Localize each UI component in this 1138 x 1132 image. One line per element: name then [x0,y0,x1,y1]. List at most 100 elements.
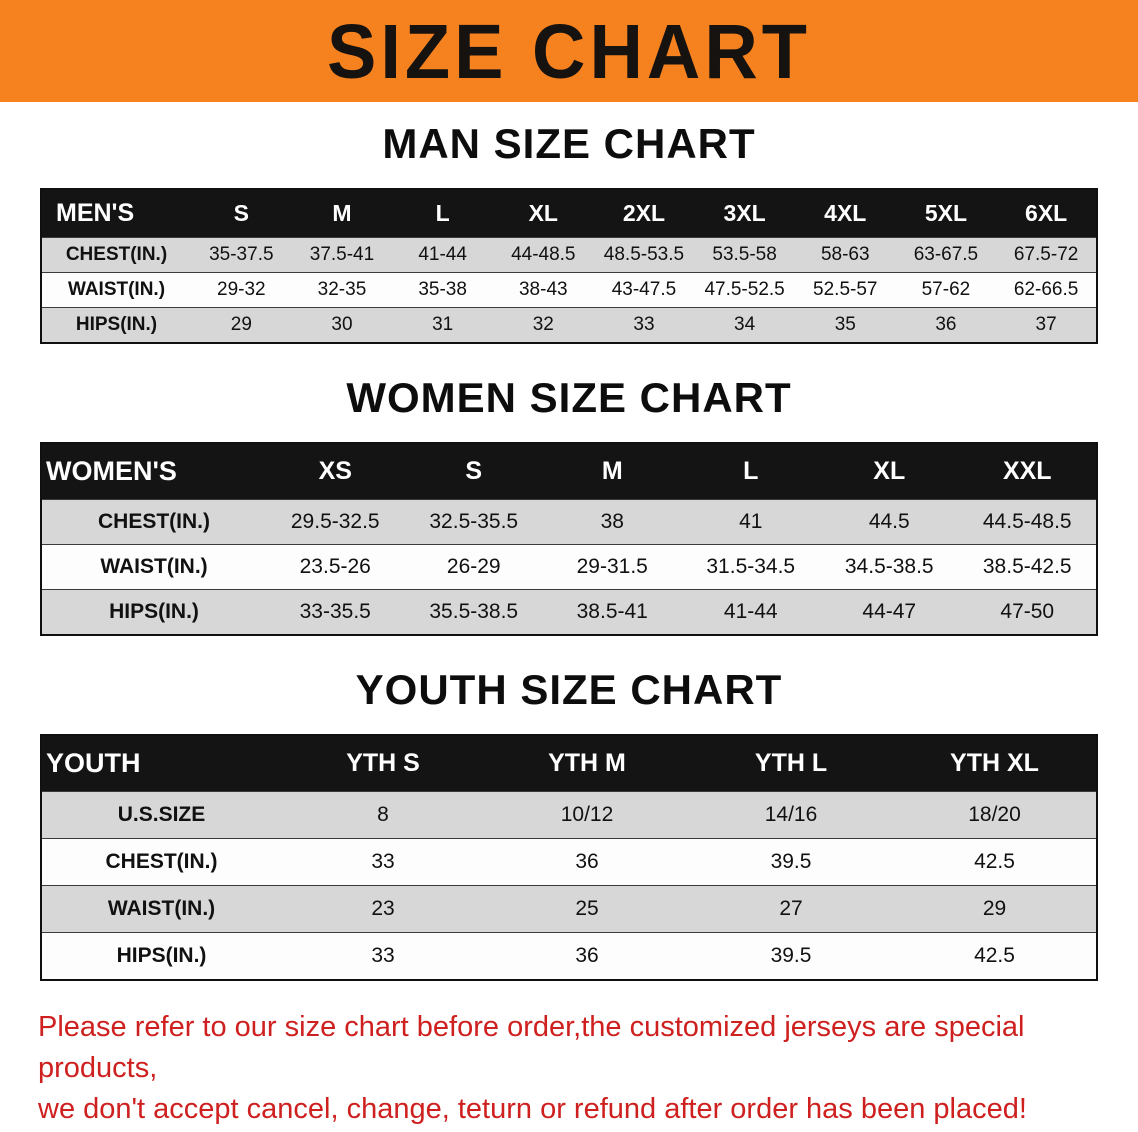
size-value: 62-66.5 [1013,279,1079,300]
table-row: CHEST(IN.) 35-37.5 37.5-41 41-44 44-48.5 48.5… [41,237,1097,273]
table-corner-label: MEN'S [41,189,191,238]
size-value: 29 [982,897,1007,920]
row-label: WAIST(IN.) [67,279,166,300]
size-column-header: 6XL [996,189,1097,238]
banner: SIZE CHART [0,0,1138,102]
size-value: 27 [779,897,803,920]
size-value: 41-44 [723,600,778,623]
size-value: 38.5-42.5 [982,555,1072,578]
size-value: 10/12 [560,803,614,826]
size-value: 38 [600,510,624,533]
size-value: 67.5-72 [1013,244,1079,265]
size-value: 30 [331,314,353,335]
size-value: 32 [532,314,554,335]
size-column-header: 2XL [593,189,695,238]
size-value: 34.5-38.5 [844,555,934,578]
row-label: CHEST(IN.) [98,510,210,533]
row-label: CHEST(IN.) [105,850,218,873]
women-section-heading: WOMEN SIZE CHART [346,374,792,421]
size-value: 44-48.5 [511,244,576,265]
youth-size-table: YOUTH YTH S YTH M YTH L YTH XL U.S.SIZE 8 10/12… [40,734,1098,981]
table-header-row: YOUTH YTH S YTH M YTH L YTH XL [41,735,1097,792]
size-value: 26-29 [446,555,501,578]
table-header-row: WOMEN'S XS S M L XL XXL [41,443,1097,500]
size-column-header: XL [820,443,959,500]
size-value: 58-63 [820,244,870,265]
row-label: HIPS(IN.) [116,944,207,967]
size-value: 33 [371,850,395,873]
size-value: 37.5-41 [309,244,375,265]
table-corner-label: WOMEN'S [41,443,266,500]
footer-note-line-1: Please refer to our size chart before or… [38,1011,1025,1085]
row-label: U.S.SIZE [117,803,206,826]
row-label: HIPS(IN.) [109,600,199,623]
size-column-header: YTH XL [893,735,1097,792]
size-value: 31 [432,314,454,335]
table-row: HIPS(IN.) 33-35.5 35.5-38.5 38.5-41 41-44 44-… [41,589,1097,635]
table-row: CHEST(IN.) 29.5-32.5 32.5-35.5 38 41 44.5 44.5… [41,499,1097,545]
size-value: 29-32 [217,279,266,300]
women-section: WOMEN SIZE CHART WOMEN'S XS S M L XL XXL CHEST(… [0,374,1138,636]
size-value: 31.5-34.5 [706,555,796,578]
size-value: 33 [633,314,655,335]
men-section: MAN SIZE CHART MEN'S S M L XL 2XL 3XL 4XL 5XL 6XL… [0,120,1138,344]
row-label: WAIST(IN.) [100,555,208,578]
size-value: 33-35.5 [299,600,371,623]
size-value: 44.5 [868,510,910,533]
size-value: 47.5-52.5 [704,279,785,300]
table-row: CHEST(IN.) 33 36 39.5 42.5 [41,838,1097,886]
size-column-header: 3XL [694,189,795,238]
table-row: WAIST(IN.) 23.5-26 26-29 29-31.5 31.5-34.5 34… [41,544,1097,590]
size-value: 36 [935,314,957,335]
size-column-header: 5XL [895,189,997,238]
size-value: 48.5-53.5 [603,244,685,265]
table-row: HIPS(IN.) 29 30 31 32 33 34 35 36 37 [41,307,1097,343]
size-column-header: XL [492,189,594,238]
size-value: 34 [734,314,756,335]
size-value: 29.5-32.5 [290,510,380,533]
size-value: 41 [739,510,763,533]
table-header-row: MEN'S S M L XL 2XL 3XL 4XL 5XL 6XL [41,189,1097,238]
size-column-header: XS [266,443,405,500]
size-value: 36 [575,850,599,873]
size-value: 63-67.5 [913,244,979,265]
size-value: 29 [230,314,252,335]
size-value: 44.5-48.5 [982,510,1072,533]
table-row: HIPS(IN.) 33 36 39.5 42.5 [41,932,1097,980]
size-value: 18/20 [968,803,1021,826]
size-value: 35 [834,314,856,335]
size-column-header: M [291,189,393,238]
size-column-header: L [392,189,493,238]
row-label: WAIST(IN.) [107,897,216,920]
size-value: 35-38 [418,279,467,300]
table-row: WAIST(IN.) 29-32 32-35 35-38 38-43 43-47.5 47.… [41,272,1097,308]
footer-note-line-2: we don't accept cancel, change, teturn o… [38,1093,1027,1126]
size-value: 32.5-35.5 [429,510,519,533]
table-row: WAIST(IN.) 23 25 27 29 [41,885,1097,933]
size-value: 29-31.5 [576,555,648,578]
size-value: 44-47 [862,600,917,623]
size-value: 42.5 [974,944,1015,967]
size-value: 38.5-41 [576,600,648,623]
size-value: 39.5 [770,850,812,873]
footer-note: Please refer to our size chart before or… [38,1007,1100,1131]
size-column-header: YTH L [689,735,893,792]
size-column-header: S [404,443,543,500]
size-column-header: L [681,443,820,500]
size-value: 43-47.5 [611,279,677,300]
size-column-header: 4XL [794,189,896,238]
size-value: 14/16 [764,803,818,826]
table-corner-label: YOUTH [41,735,281,792]
size-column-header: S [191,189,292,238]
women-size-table: WOMEN'S XS S M L XL XXL CHEST(IN.) 29.5-32.5 32.5… [40,442,1098,636]
size-value: 41-44 [418,244,467,265]
size-value: 36 [575,944,599,967]
size-value: 35.5-38.5 [429,600,519,623]
size-value: 52.5-57 [813,279,878,300]
size-value: 35-37.5 [209,244,274,265]
size-value: 39.5 [770,944,812,967]
men-section-heading: MAN SIZE CHART [382,120,756,167]
size-value: 37 [1035,314,1057,335]
table-row: U.S.SIZE 8 10/12 14/16 18/20 [41,791,1097,839]
